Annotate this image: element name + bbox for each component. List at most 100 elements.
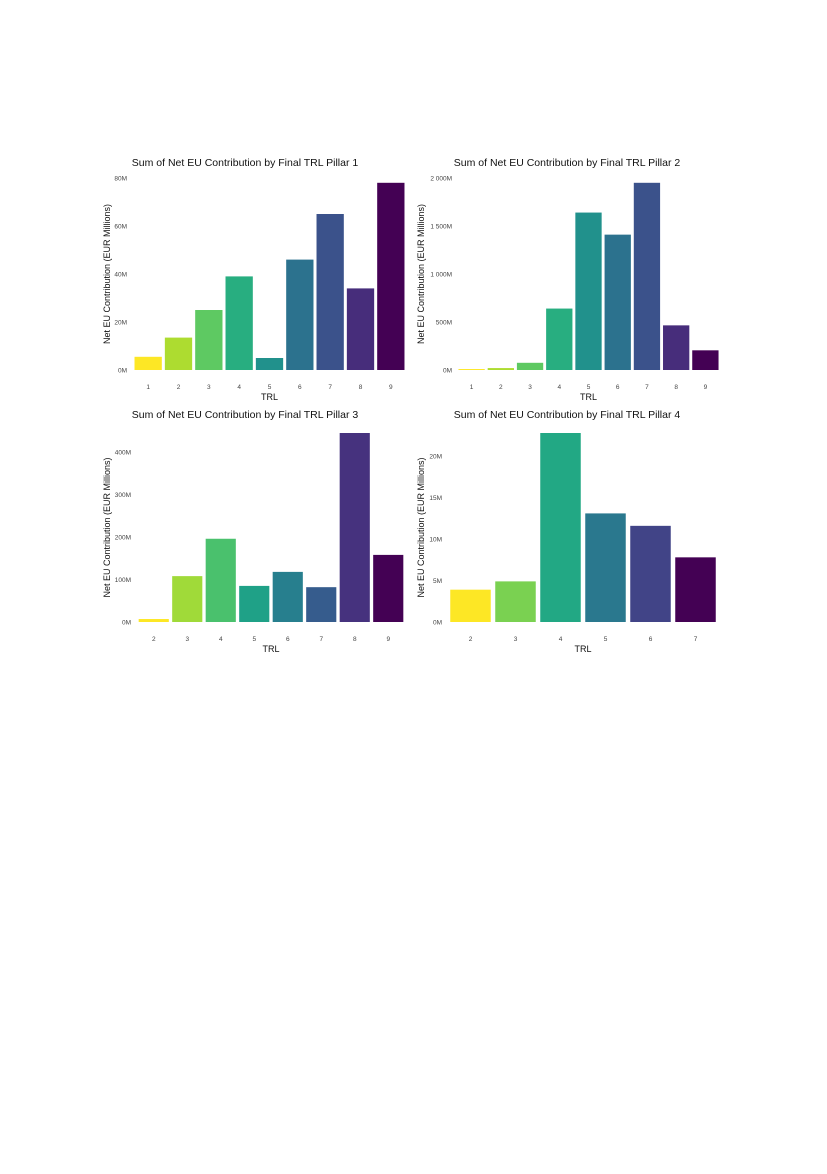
- y-tick-label: 80M: [114, 175, 127, 182]
- chart-panel-pillar-2: Sum of Net EU Contribution by Final TRL …: [416, 157, 719, 402]
- x-tick-label: 3: [514, 636, 518, 643]
- y-axis-title: Net EU Contribution (EUR Millions): [102, 457, 112, 597]
- bar-trl-3: [495, 581, 536, 622]
- bar-trl-1: [458, 369, 485, 370]
- y-tick-label: 300M: [115, 492, 131, 499]
- bar-trl-4: [225, 276, 253, 370]
- y-tick-label: 1 000M: [430, 271, 452, 278]
- x-tick-label: 8: [353, 636, 357, 643]
- x-tick-label: 4: [237, 384, 241, 391]
- x-tick-label: 6: [616, 384, 620, 391]
- x-tick-label: 6: [286, 636, 290, 643]
- bar-trl-5: [585, 513, 626, 622]
- x-tick-label: 6: [649, 636, 653, 643]
- y-tick-label: 2 000M: [430, 175, 452, 182]
- x-tick-label: 2: [152, 636, 156, 643]
- bar-trl-4: [546, 308, 573, 370]
- x-tick-label: 3: [528, 384, 532, 391]
- y-tick-label: 20M: [114, 319, 127, 326]
- chart-panel-pillar-4: Sum of Net EU Contribution by Final TRL …: [416, 409, 716, 654]
- y-tick-label: 60M: [114, 223, 127, 230]
- y-tick-label: 400M: [115, 449, 131, 456]
- bar-trl-7: [633, 182, 661, 370]
- bar-trl-5: [575, 212, 602, 370]
- chart-title: Sum of Net EU Contribution by Final TRL …: [132, 409, 359, 421]
- x-axis-title: TRL: [580, 392, 597, 402]
- x-tick-label: 5: [268, 384, 272, 391]
- y-tick-label: 0M: [433, 619, 442, 626]
- bar-trl-7: [675, 557, 716, 622]
- y-tick-label: 0M: [122, 619, 131, 626]
- bar-trl-5: [255, 358, 284, 370]
- bar-trl-6: [630, 525, 671, 622]
- bar-trl-6: [286, 259, 314, 370]
- bar-trl-3: [172, 576, 203, 622]
- bar-trl-9: [377, 182, 405, 370]
- y-axis-title: Net EU Contribution (EUR Millions): [102, 204, 112, 344]
- x-tick-label: 6: [298, 384, 302, 391]
- y-tick-label: 500M: [436, 319, 452, 326]
- bar-trl-8: [339, 433, 370, 622]
- y-tick-label: 15M: [429, 495, 442, 502]
- x-tick-label: 7: [319, 636, 323, 643]
- x-tick-label: 4: [559, 636, 563, 643]
- x-tick-label: 2: [177, 384, 181, 391]
- y-tick-label: 0M: [118, 367, 127, 374]
- x-tick-label: 2: [469, 636, 473, 643]
- x-tick-label: 4: [219, 636, 223, 643]
- bar-trl-2: [487, 368, 514, 370]
- bar-trl-2: [138, 619, 169, 622]
- x-axis-title: TRL: [261, 392, 278, 402]
- bar-trl-5: [239, 585, 270, 622]
- bar-trl-7: [316, 214, 344, 370]
- bar-trl-2: [450, 589, 491, 622]
- x-tick-label: 8: [674, 384, 678, 391]
- x-tick-label: 7: [645, 384, 649, 391]
- x-tick-label: 5: [587, 384, 591, 391]
- x-tick-label: 9: [704, 384, 708, 391]
- bar-trl-1: [134, 356, 162, 370]
- y-tick-label: 10M: [429, 536, 442, 543]
- x-axis-title: TRL: [262, 644, 279, 654]
- chart-panel-pillar-1: Sum of Net EU Contribution by Final TRL …: [102, 157, 405, 402]
- y-tick-label: 5M: [433, 578, 442, 585]
- x-axis-title: TRL: [574, 644, 591, 654]
- bar-trl-8: [663, 325, 690, 370]
- x-tick-label: 1: [146, 384, 150, 391]
- y-axis-title: Net EU Contribution (EUR Millions): [416, 204, 426, 344]
- x-tick-label: 8: [359, 384, 363, 391]
- bar-trl-8: [346, 288, 375, 370]
- bar-trl-7: [306, 587, 337, 622]
- chart-title: Sum of Net EU Contribution by Final TRL …: [454, 157, 681, 169]
- y-tick-label: 40M: [114, 271, 127, 278]
- y-tick-label: 200M: [115, 534, 131, 541]
- x-tick-label: 7: [328, 384, 332, 391]
- bar-trl-9: [692, 350, 719, 370]
- x-tick-label: 7: [694, 636, 698, 643]
- bar-trl-4: [540, 433, 581, 622]
- x-tick-label: 4: [557, 384, 561, 391]
- y-tick-label: 20M: [429, 454, 442, 461]
- x-tick-label: 3: [185, 636, 189, 643]
- chart-title: Sum of Net EU Contribution by Final TRL …: [132, 157, 359, 169]
- bar-trl-2: [164, 337, 193, 370]
- x-tick-label: 9: [386, 636, 390, 643]
- x-tick-label: 1: [470, 384, 474, 391]
- bar-trl-3: [195, 310, 223, 370]
- x-tick-label: 5: [252, 636, 256, 643]
- chart-title: Sum of Net EU Contribution by Final TRL …: [454, 409, 681, 421]
- y-tick-label: 0M: [443, 367, 452, 374]
- y-tick-label: 100M: [115, 577, 131, 584]
- bar-trl-3: [516, 362, 544, 370]
- bar-trl-6: [272, 571, 303, 622]
- bar-trl-9: [373, 554, 404, 622]
- x-tick-label: 3: [207, 384, 211, 391]
- x-tick-label: 5: [604, 636, 608, 643]
- y-tick-label: 1 500M: [430, 223, 452, 230]
- x-tick-label: 2: [499, 384, 503, 391]
- x-tick-label: 9: [389, 384, 393, 391]
- y-axis-title: Net EU Contribution (EUR Millions): [416, 457, 426, 597]
- bar-trl-6: [604, 234, 631, 370]
